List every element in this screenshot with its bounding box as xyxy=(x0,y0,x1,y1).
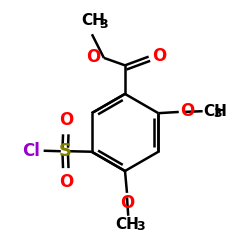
Text: 3: 3 xyxy=(100,18,108,31)
Text: CH: CH xyxy=(203,104,227,119)
Text: O: O xyxy=(59,173,73,191)
Text: 3: 3 xyxy=(136,220,144,233)
Text: 3: 3 xyxy=(214,107,222,120)
Text: Cl: Cl xyxy=(22,142,40,160)
Text: O: O xyxy=(120,194,135,212)
Text: O: O xyxy=(59,111,73,129)
Text: S: S xyxy=(58,142,71,160)
Text: CH: CH xyxy=(115,217,139,232)
Text: O: O xyxy=(180,102,194,120)
Text: O: O xyxy=(86,48,101,66)
Text: CH: CH xyxy=(81,13,105,28)
Text: O: O xyxy=(152,47,166,65)
